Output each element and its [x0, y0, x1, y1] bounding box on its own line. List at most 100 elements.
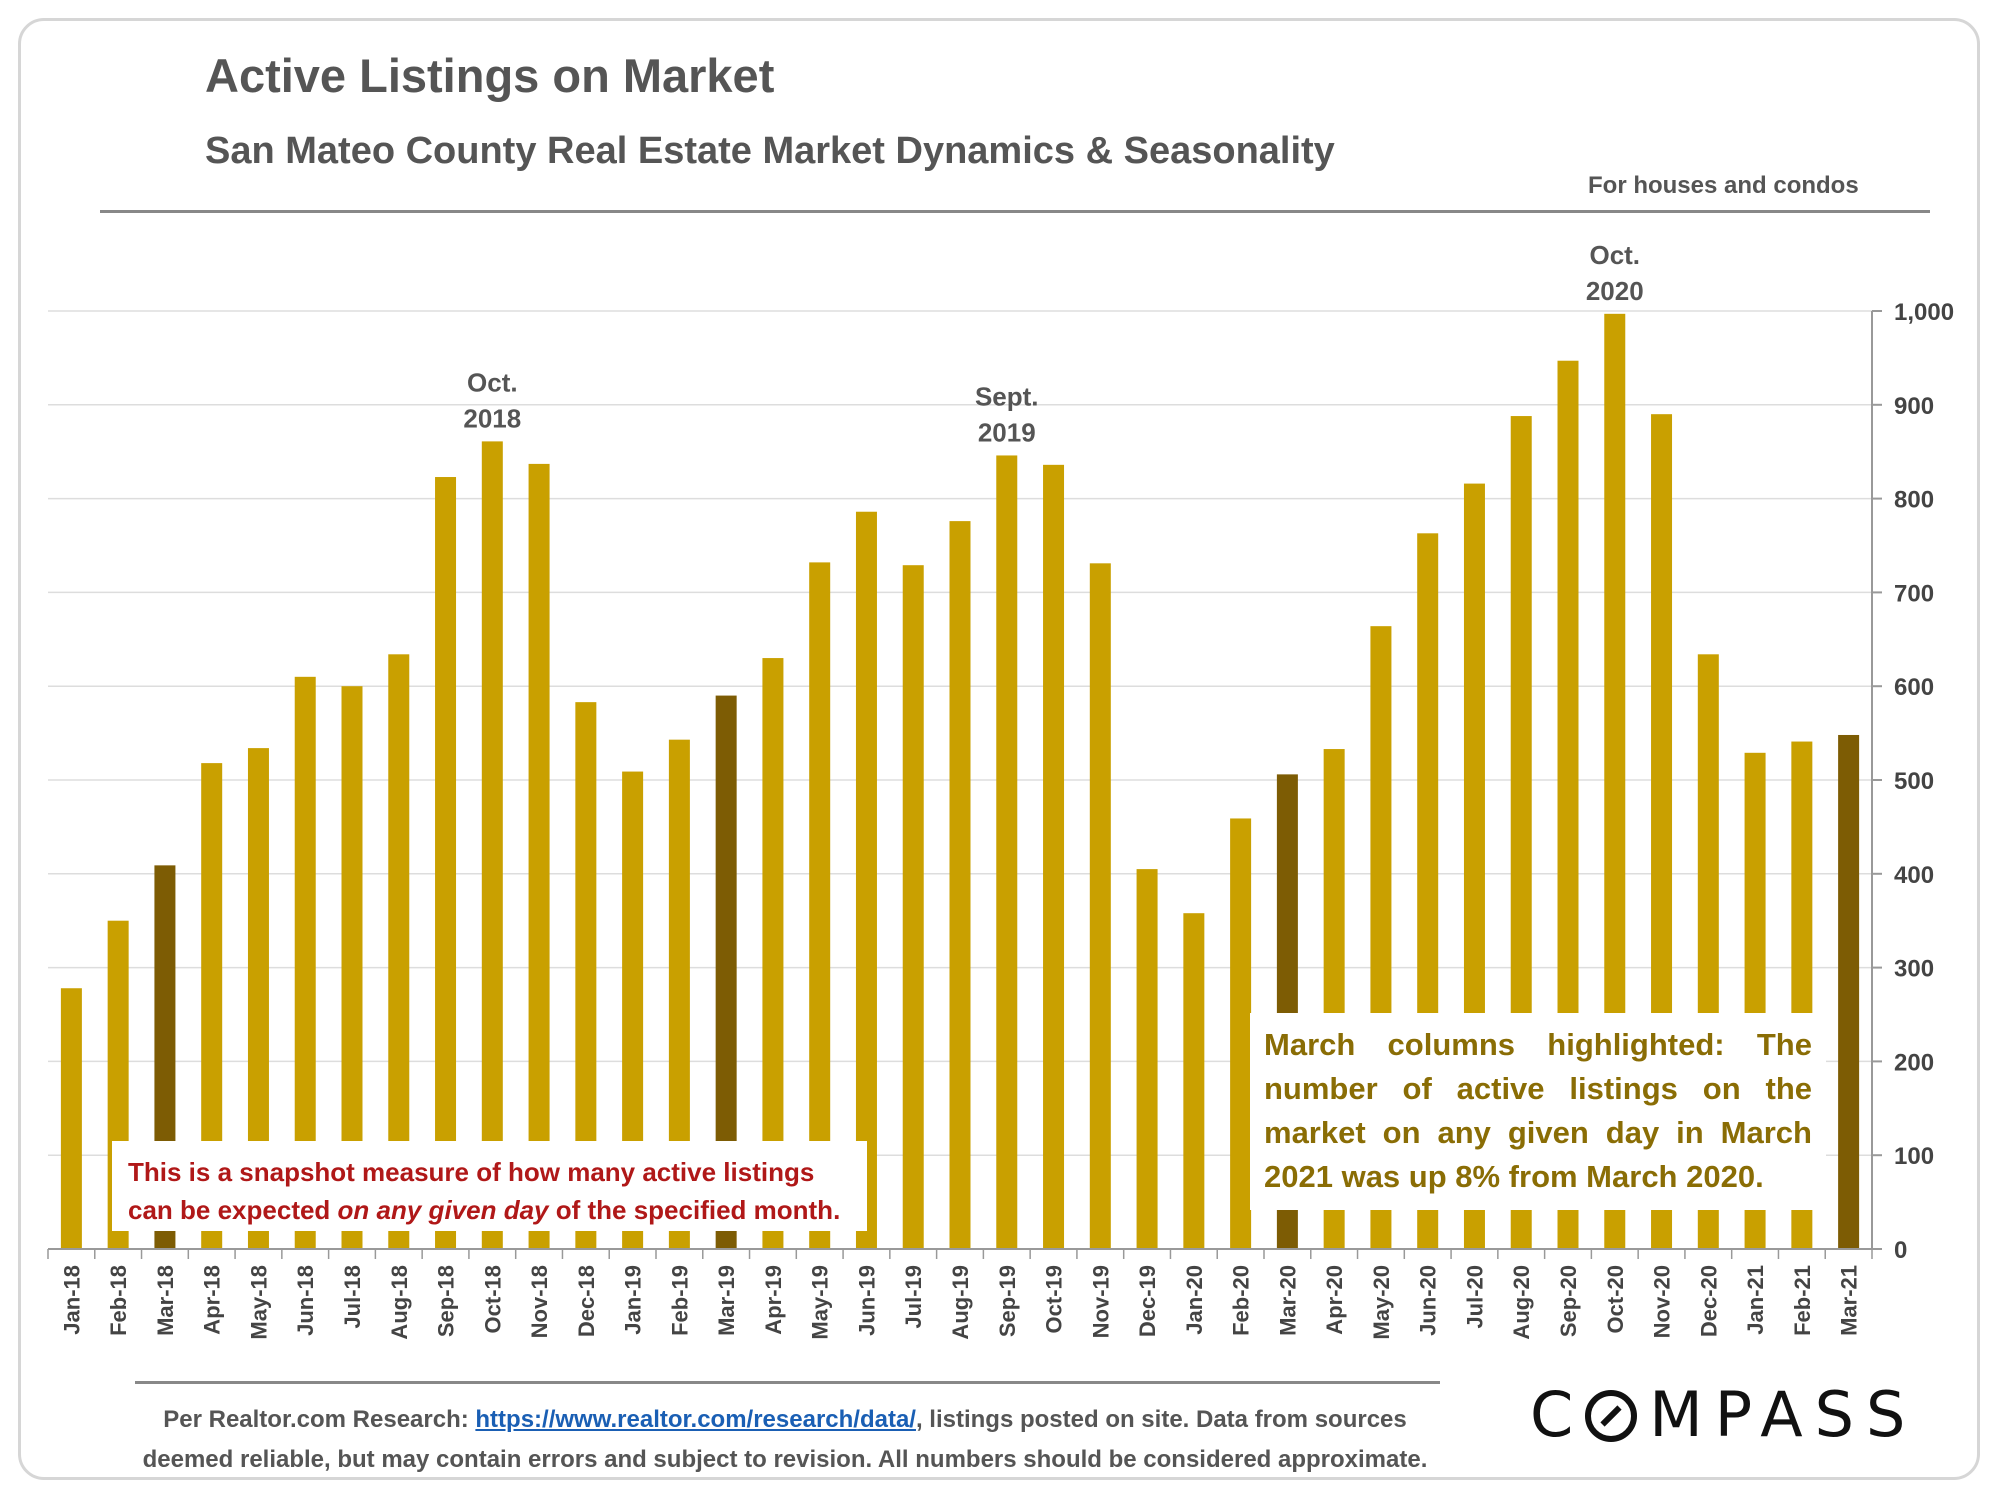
compass-logo-letter: C [1530, 1378, 1586, 1451]
x-tick-label: Mar-21 [1837, 1265, 1862, 1336]
x-tick-label: Dec-18 [574, 1265, 599, 1337]
bar [201, 763, 223, 1249]
march-highlight-note: March columns highlighted: The number of… [1250, 1013, 1826, 1210]
compass-logo-slash [1600, 1405, 1622, 1427]
y-tick-label: 800 [1894, 487, 1934, 514]
bar [762, 658, 784, 1249]
bar [855, 511, 877, 1249]
compass-logo-o [1585, 1390, 1638, 1442]
bar [622, 771, 644, 1249]
x-tick-label: Jul-19 [901, 1265, 926, 1329]
y-tick-label: 500 [1894, 768, 1934, 795]
bar [435, 477, 457, 1249]
bar [1043, 464, 1065, 1249]
bar [341, 686, 363, 1249]
compass-logo-letter: P [1714, 1378, 1761, 1451]
y-tick-label: 0 [1894, 1237, 1907, 1264]
header-rule [100, 210, 1930, 213]
x-tick-label: Apr-19 [761, 1265, 786, 1335]
y-tick-label: 700 [1894, 580, 1934, 607]
peak-label-year: 2018 [463, 403, 521, 433]
footer-line1: Per Realtor.com Research: https://www.re… [130, 1400, 1440, 1440]
x-tick-label: Jun-19 [854, 1265, 879, 1336]
bar [575, 702, 597, 1249]
x-tick-label: Aug-18 [387, 1265, 412, 1340]
x-tick-label: Jun-18 [293, 1265, 318, 1336]
bar [60, 988, 82, 1249]
bar [1183, 913, 1205, 1249]
snapshot-note-line1: This is a snapshot measure of how many a… [128, 1157, 815, 1187]
bar [481, 441, 503, 1250]
peak-label: Sept. [975, 381, 1039, 411]
bar [1136, 869, 1158, 1249]
x-tick-label: May-19 [808, 1265, 833, 1340]
x-tick-label: Feb-20 [1229, 1265, 1254, 1336]
x-tick-label: Jan-18 [59, 1265, 84, 1335]
x-tick-label: Dec-20 [1696, 1265, 1721, 1337]
x-tick-label: Jul-20 [1462, 1265, 1487, 1329]
peak-label-year: 2019 [978, 417, 1036, 447]
x-tick-label: Feb-21 [1790, 1265, 1815, 1336]
footer-suffix: , listings posted on site. Data from sou… [915, 1406, 1407, 1433]
x-tick-label: Oct-19 [1042, 1265, 1067, 1333]
bar [528, 463, 550, 1249]
source-link[interactable]: https://www.realtor.com/research/data/ [475, 1406, 916, 1433]
x-tick-label: Mar-19 [714, 1265, 739, 1336]
peak-label: Oct. [467, 367, 518, 397]
bar [1230, 818, 1252, 1249]
x-tick-label: Feb-19 [667, 1265, 692, 1336]
bar [809, 562, 831, 1249]
x-tick-label: Nov-19 [1088, 1265, 1113, 1338]
x-tick-label: Jan-21 [1743, 1265, 1768, 1335]
x-tick-label: Sep-20 [1556, 1265, 1581, 1337]
bar [294, 676, 316, 1249]
y-tick-label: 600 [1894, 674, 1934, 701]
compass-logo-letter: A [1760, 1378, 1815, 1451]
x-tick-label: Jan-19 [621, 1265, 646, 1335]
x-tick-label: Apr-20 [1322, 1265, 1347, 1335]
bar [247, 748, 269, 1249]
bar [388, 654, 410, 1249]
y-tick-label: 400 [1894, 862, 1934, 889]
y-tick-label: 900 [1894, 393, 1934, 420]
x-tick-label: Sep-19 [995, 1265, 1020, 1337]
compass-logo: C MPASS [1530, 1378, 1917, 1451]
x-tick-label: Aug-19 [948, 1265, 973, 1340]
bar [996, 455, 1018, 1249]
x-tick-label: Mar-18 [153, 1265, 178, 1336]
x-tick-label: Nov-18 [527, 1265, 552, 1338]
bar [1089, 563, 1111, 1249]
peak-label-year: 2020 [1586, 276, 1644, 306]
x-tick-label: Oct-20 [1603, 1265, 1628, 1333]
source-footer: Per Realtor.com Research: https://www.re… [130, 1400, 1440, 1480]
footer-line2: deemed reliable, but may contain errors … [142, 1446, 1428, 1473]
bar [1838, 734, 1860, 1249]
compass-logo-letter: S [1866, 1378, 1918, 1451]
x-tick-label: Mar-20 [1275, 1265, 1300, 1336]
footer-prefix: Per Realtor.com Research: [163, 1406, 476, 1433]
x-tick-label: May-18 [246, 1265, 271, 1340]
compass-logo-letter: S [1814, 1378, 1866, 1451]
snapshot-note-text-b: of the specified month. [548, 1195, 841, 1225]
bar [668, 739, 690, 1249]
x-tick-label: Feb-18 [106, 1265, 131, 1336]
chart-subtitle: San Mateo County Real Estate Market Dyna… [205, 130, 1335, 172]
x-tick-label: Jul-18 [340, 1265, 365, 1329]
x-tick-label: Aug-20 [1509, 1265, 1534, 1340]
x-tick-label: May-20 [1369, 1265, 1394, 1340]
snapshot-note-box: This is a snapshot measure of how many a… [112, 1141, 867, 1231]
bar [949, 521, 971, 1249]
x-tick-label: Oct-18 [480, 1265, 505, 1333]
y-tick-label: 300 [1894, 956, 1934, 983]
x-tick-label: Jan-20 [1182, 1265, 1207, 1335]
footer-rule [135, 1381, 1440, 1384]
x-tick-label: Nov-20 [1650, 1265, 1675, 1338]
compass-logo-letter: M [1649, 1378, 1715, 1451]
chart-note: For houses and condos [1588, 172, 1859, 199]
x-tick-label: Sep-18 [434, 1265, 459, 1337]
peak-label: Oct. [1589, 240, 1640, 270]
x-tick-label: Jun-20 [1416, 1265, 1441, 1336]
x-tick-label: Dec-19 [1135, 1265, 1160, 1337]
snapshot-note-emphasis: on any given day [337, 1195, 549, 1225]
